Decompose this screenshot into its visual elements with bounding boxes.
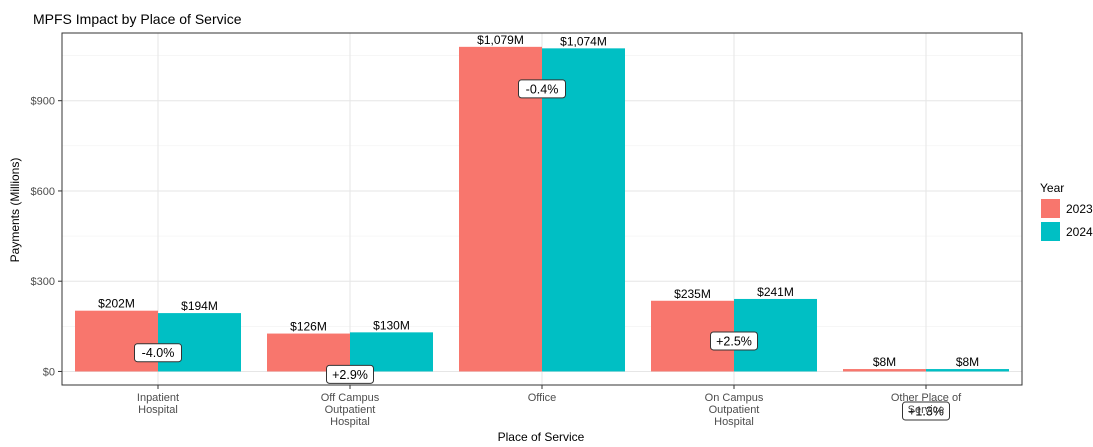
change-label-text: -0.4% <box>526 82 559 96</box>
bar-2023 <box>459 46 542 372</box>
legend: Year 2023 2024 <box>1040 181 1093 241</box>
change-label-text: +1.3% <box>908 405 944 419</box>
change-label: +1.3% <box>902 401 950 421</box>
bar-2023 <box>75 310 158 372</box>
chart-title: MPFS Impact by Place of Service <box>33 11 242 27</box>
y-axis-title: Payments (Millions) <box>8 158 22 263</box>
x-tick-label: Hospital <box>714 416 754 428</box>
bar-2024 <box>158 313 241 372</box>
y-tick-label: $0 <box>43 366 55 378</box>
legend-title: Year <box>1040 181 1064 195</box>
y-tick-label: $900 <box>31 96 55 108</box>
x-tick-label: On Campus <box>705 392 764 404</box>
change-label: +2.5% <box>710 331 758 351</box>
plot-area: $202M $126M $1,079M $235M $8M $194M $130M $1,07… <box>31 32 1023 428</box>
legend-swatch-2023 <box>1041 199 1060 218</box>
x-tick-label: Hospital <box>138 404 178 416</box>
x-tick-label: Inpatient <box>137 392 179 404</box>
change-label-text: +2.9% <box>332 368 368 382</box>
change-label-box <box>902 401 950 421</box>
bar-value-label: $235M <box>674 287 711 301</box>
change-label-box <box>326 364 374 384</box>
x-axis-title: Place of Service <box>498 430 585 442</box>
x-tick-label: Outpatient <box>325 404 376 416</box>
bar-value-label: $241M <box>757 285 794 299</box>
legend-label: 2024 <box>1066 225 1093 239</box>
x-tick-label: Hospital <box>330 416 370 428</box>
x-tick-label: Off Campus <box>321 392 380 404</box>
change-label-text: +2.5% <box>716 334 752 348</box>
change-label-box <box>518 79 566 99</box>
bar-value-label: $194M <box>181 299 218 313</box>
change-label-text: -4.0% <box>142 346 175 360</box>
legend-swatch-2024 <box>1041 222 1060 241</box>
change-label: +2.9% <box>326 364 374 384</box>
bar-2024 <box>926 369 1009 372</box>
x-tick-label: Other Place of <box>891 392 962 404</box>
bar-value-label: $202M <box>98 297 135 311</box>
bar-value-label: $1,074M <box>560 34 607 48</box>
y-tick-label: $300 <box>31 276 55 288</box>
bar-value-label: $8M <box>956 355 979 369</box>
bar-2023 <box>843 369 926 372</box>
y-tick-label: $600 <box>31 186 55 198</box>
bar-value-label: $130M <box>373 318 410 332</box>
x-tick-label: Outpatient <box>709 404 760 416</box>
bar-value-label: $8M <box>873 355 896 369</box>
bar-value-label: $1,079M <box>477 33 524 47</box>
x-tick-label: Service <box>908 404 945 416</box>
bar-2024 <box>542 48 625 372</box>
legend-label: 2023 <box>1066 202 1093 216</box>
change-label: -4.0% <box>134 343 182 363</box>
change-label-box <box>710 331 758 351</box>
x-tick-label: Office <box>528 392 557 404</box>
change-label-box <box>134 343 182 363</box>
bar-value-label: $126M <box>290 320 327 334</box>
change-label: -0.4% <box>518 79 566 99</box>
